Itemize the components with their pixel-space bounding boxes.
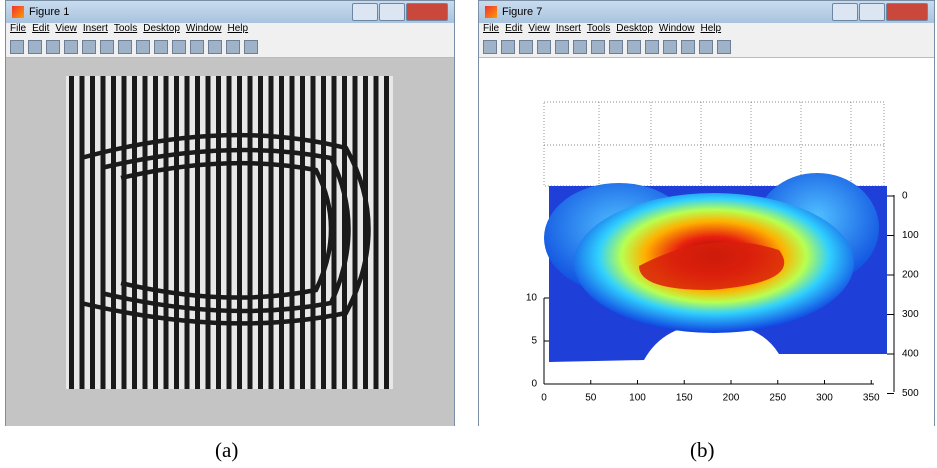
menu-item[interactable]: Tools — [587, 23, 610, 37]
title-bar: Figure 1 — [6, 1, 454, 23]
x-tick-label: 200 — [723, 393, 740, 404]
toolbar — [479, 37, 934, 58]
menu-item[interactable]: Insert — [83, 23, 108, 37]
menu-bar: File Edit View Insert Tools Desktop Window Help — [479, 23, 934, 37]
page: Figure 1 File Edit View Insert Tools Desktop W… — [0, 0, 937, 468]
surface — [544, 173, 887, 362]
x-tick-label: 250 — [769, 393, 786, 404]
y-tick-label: 0 — [902, 191, 908, 202]
menu-item[interactable]: Desktop — [143, 23, 180, 37]
minimize-button[interactable] — [832, 3, 858, 21]
figure-window: Figure 7 File Edit View Insert Tools Desktop W… — [478, 0, 935, 426]
menu-item[interactable]: Window — [186, 23, 222, 37]
menu-item[interactable]: View — [528, 23, 550, 37]
menu-item[interactable]: View — [55, 23, 77, 37]
fringe-image — [66, 76, 393, 389]
minimize-button[interactable] — [352, 3, 378, 21]
menu-item[interactable]: Window — [659, 23, 695, 37]
menu-item[interactable]: Insert — [556, 23, 581, 37]
menu-item[interactable]: File — [483, 23, 499, 37]
y-tick-label: 400 — [902, 349, 919, 360]
app-icon — [485, 6, 497, 18]
menu-item[interactable]: Help — [701, 23, 722, 37]
x-tick-label: 50 — [585, 393, 597, 404]
title-bar: Figure 7 — [479, 1, 934, 23]
x-tick-label: 100 — [629, 393, 646, 404]
close-button[interactable] — [886, 3, 928, 21]
x-tick-label: 350 — [863, 393, 880, 404]
caption: (b) — [690, 438, 715, 463]
close-button[interactable] — [406, 3, 448, 21]
x-tick-label: 0 — [541, 393, 547, 404]
z-tick-label: 10 — [526, 293, 538, 304]
toolbar — [6, 37, 454, 58]
maximize-button[interactable] — [379, 3, 405, 21]
x-tick-label: 150 — [676, 393, 693, 404]
figure-canvas — [6, 58, 454, 426]
x-tick-label: 300 — [816, 393, 833, 404]
grid — [544, 102, 884, 186]
menu-bar: File Edit View Insert Tools Desktop Window Help — [6, 23, 454, 37]
z-tick-label: 5 — [531, 336, 537, 347]
menu-item[interactable]: Help — [228, 23, 249, 37]
figure-window: Figure 1 File Edit View Insert Tools Desktop W… — [5, 0, 455, 426]
caption: (a) — [215, 438, 238, 463]
menu-item[interactable]: Edit — [32, 23, 49, 37]
window-title: Figure 7 — [502, 6, 542, 18]
window-title: Figure 1 — [29, 6, 69, 18]
window-buttons — [352, 3, 448, 21]
menu-item[interactable]: File — [10, 23, 26, 37]
y-tick-label: 100 — [902, 230, 919, 241]
maximize-button[interactable] — [859, 3, 885, 21]
y-tick-label: 500 — [902, 388, 919, 399]
menu-item[interactable]: Tools — [114, 23, 137, 37]
window-buttons — [832, 3, 928, 21]
app-icon — [12, 6, 24, 18]
z-tick-label: 0 — [531, 379, 537, 390]
menu-item[interactable]: Desktop — [616, 23, 653, 37]
menu-item[interactable]: Edit — [505, 23, 522, 37]
y-tick-label: 300 — [902, 309, 919, 320]
y-tick-label: 200 — [902, 270, 919, 281]
